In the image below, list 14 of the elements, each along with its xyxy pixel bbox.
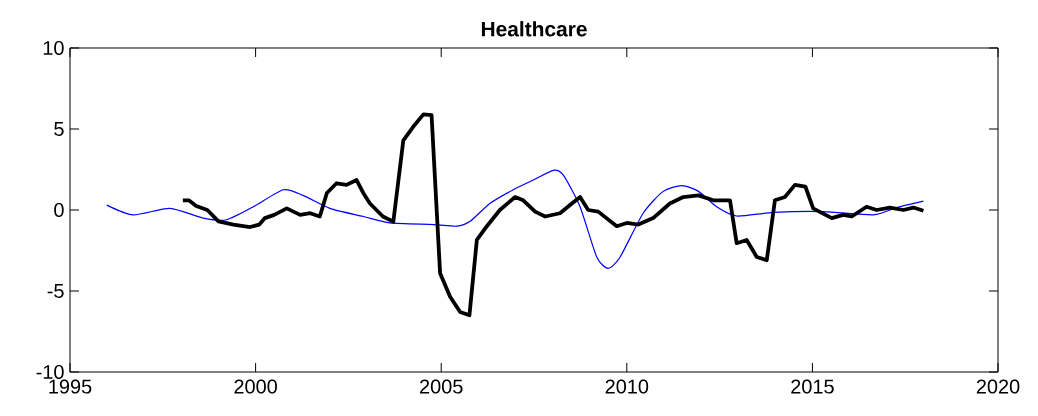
chart-title: Healthcare [481, 21, 587, 37]
x-tick-label: 2020 [976, 379, 1020, 394]
x-tick-label: 1995 [49, 379, 92, 394]
y-tick-label: 5 [54, 122, 64, 136]
y-tick-label: 0 [54, 202, 64, 218]
x-tick-label: 2010 [605, 379, 649, 394]
y-tick-label: -5 [47, 284, 64, 298]
x-tick-label: 2005 [420, 379, 463, 394]
line-series [106, 169, 924, 269]
x-tick-label: 2000 [234, 379, 277, 394]
y-tick-label: 10 [43, 40, 64, 56]
y-tick-label: -10 [36, 364, 64, 380]
x-tick-label: 2015 [791, 379, 834, 394]
line-series [180, 112, 926, 318]
